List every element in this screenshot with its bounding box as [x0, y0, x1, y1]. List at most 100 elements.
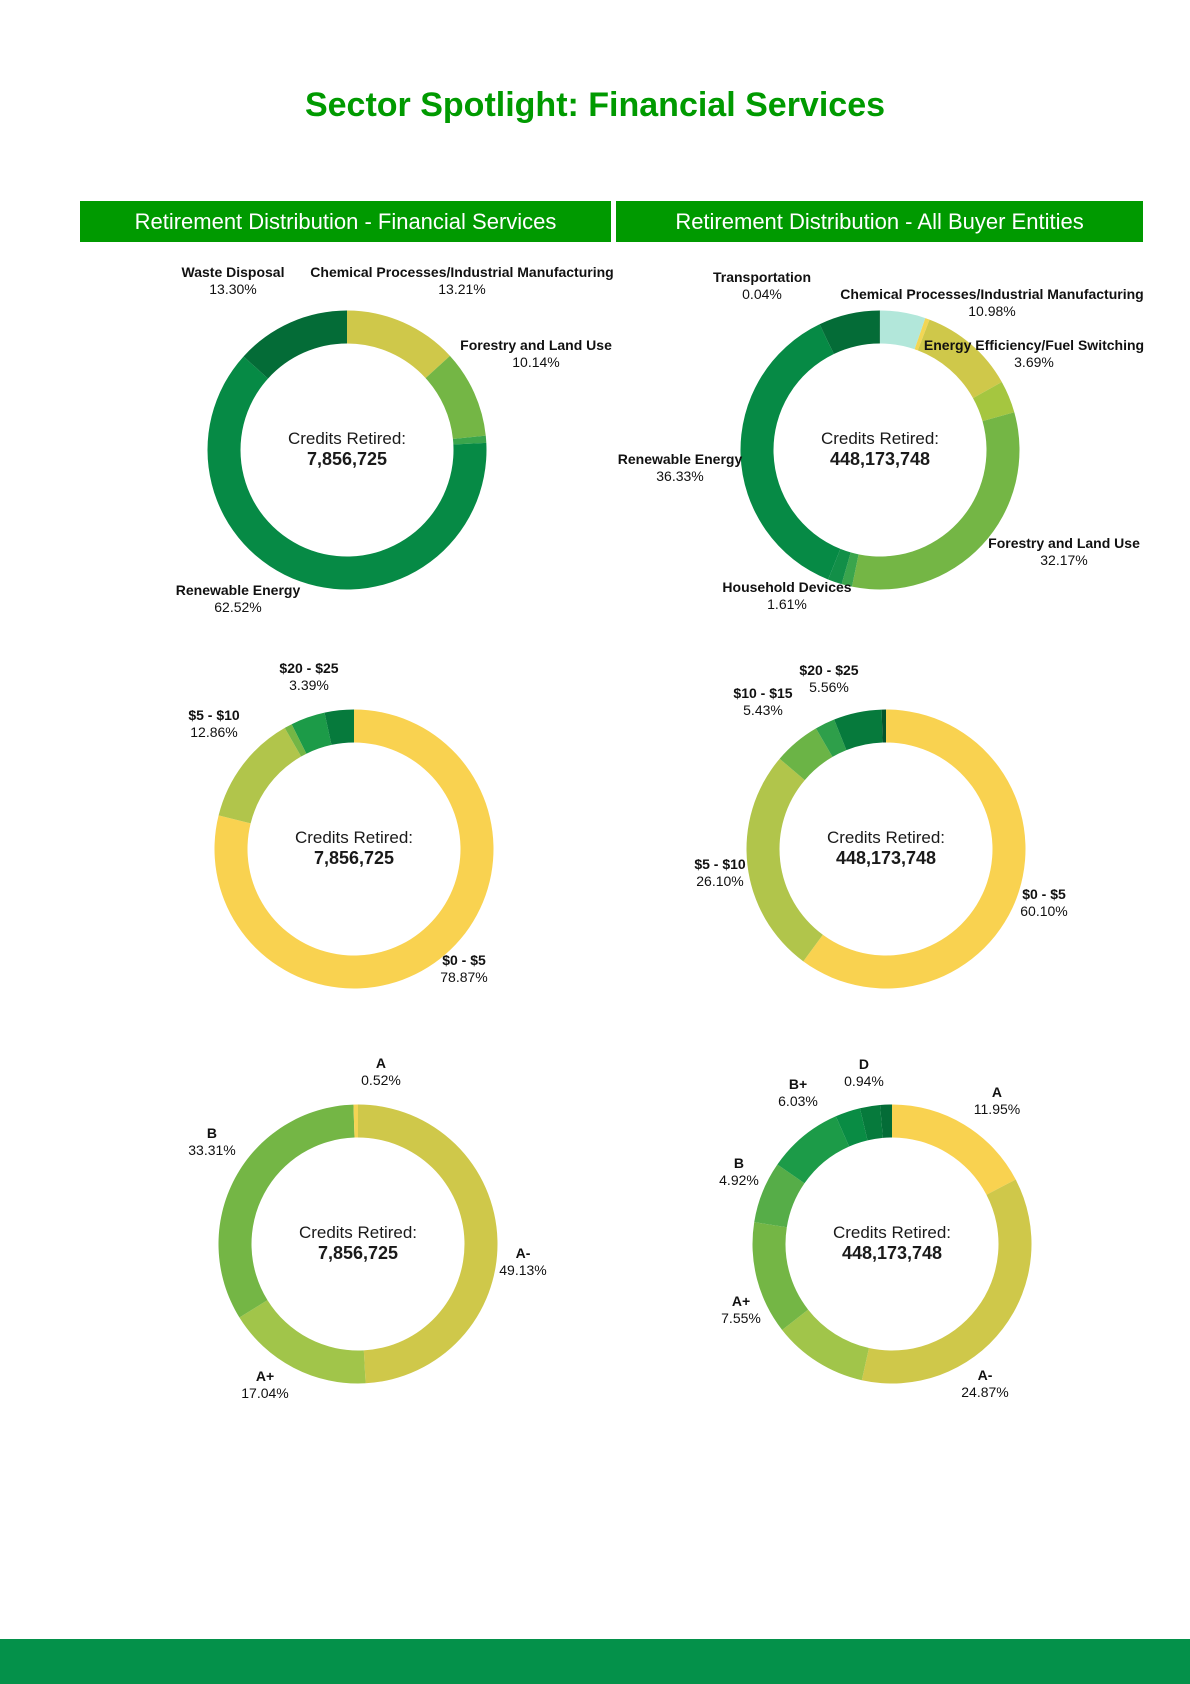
rating-all-slice-5: [777, 1116, 850, 1184]
rating-fin-center-title: Credits Retired:: [298, 1223, 418, 1242]
rating-all-label-1: A- 24.87%: [961, 1367, 1008, 1401]
sector-fin-center-label: Credits Retired: 7,856,725: [227, 428, 467, 470]
rating-all-slice-2: [782, 1309, 869, 1381]
rating-all-label-1-category: A-: [977, 1367, 993, 1383]
sector-all-label-7-category: Renewable Energy: [617, 451, 743, 467]
sector-all-slice-3: [972, 382, 1015, 422]
sector-all-label-3: Energy Efficiency/Fuel Switching 3.69%: [924, 337, 1144, 371]
sector-all-center-label: Credits Retired: 448,173,748: [760, 428, 1000, 470]
rating-fin-slice-2: [218, 1104, 355, 1318]
price-all-label-4-category: $20 - $25: [799, 662, 859, 678]
sector-fin-label-3-category: Renewable Energy: [175, 582, 301, 598]
sector-all-label-2-percent: 10.98%: [968, 303, 1016, 319]
rating-fin-label-2-percent: 33.31%: [188, 1142, 236, 1158]
rating-all-label-2-category: A+: [731, 1293, 751, 1309]
price-fin-label-0: $0 - $5 78.87%: [440, 952, 487, 986]
sector-fin-label-4-percent: 13.30%: [209, 281, 257, 297]
price-fin-center-value: 7,856,725: [313, 848, 395, 868]
rating-fin-label-0-percent: 49.13%: [499, 1262, 547, 1278]
sector-all-label-6-percent: 1.61%: [767, 596, 807, 612]
price-fin-label-0-percent: 78.87%: [440, 969, 488, 985]
sector-fin-slice-4: [243, 310, 347, 379]
sector-all-label-6: Household Devices 1.61%: [722, 579, 851, 613]
rating-all-label-8-category: D: [858, 1056, 870, 1072]
rating-fin-label-2-category: B: [206, 1125, 218, 1141]
price-fin-slice-1: [218, 727, 302, 824]
sector-fin-center-title: Credits Retired:: [287, 429, 407, 448]
price-fin-center-title: Credits Retired:: [294, 828, 414, 847]
rating-all-label-8-percent: 0.94%: [844, 1073, 884, 1089]
price-all-label-4: $20 - $25 5.56%: [799, 662, 858, 696]
rating-fin-label-3-percent: 0.52%: [361, 1072, 401, 1088]
rating-all-label-4: B 4.92%: [719, 1155, 759, 1189]
price-all-label-2-category: $10 - $15: [733, 685, 793, 701]
rating-fin-center-value: 7,856,725: [317, 1243, 399, 1263]
sector-all-center-title: Credits Retired:: [820, 429, 940, 448]
sector-all-label-4-category: Forestry and Land Use: [988, 535, 1140, 551]
header-financial-services: Retirement Distribution - Financial Serv…: [80, 201, 611, 242]
rating-all-slice-7: [859, 1105, 883, 1141]
price-all-center-title: Credits Retired:: [826, 828, 946, 847]
price-all-label-1-percent: 26.10%: [696, 873, 744, 889]
rating-fin-label-3-category: A: [375, 1055, 387, 1071]
rating-all-label-2-percent: 7.55%: [721, 1310, 761, 1326]
price-fin-slice-4: [324, 709, 354, 745]
price-all-slice-2: [779, 728, 833, 781]
rating-fin-label-0-category: A-: [515, 1245, 531, 1261]
sector-fin-label-4-category: Waste Disposal: [181, 264, 285, 280]
price-all-label-2-percent: 5.43%: [743, 702, 783, 718]
sector-all-label-3-category: Energy Efficiency/Fuel Switching: [923, 337, 1145, 353]
sector-fin-slice-0: [347, 310, 450, 379]
price-all-center-label: Credits Retired: 448,173,748: [766, 827, 1006, 869]
rating-all-slice-0: [892, 1104, 1016, 1195]
rating-all-label-5: B+ 6.03%: [778, 1076, 818, 1110]
price-fin-center-label: Credits Retired: 7,856,725: [234, 827, 474, 869]
rating-all-label-4-percent: 4.92%: [719, 1172, 759, 1188]
sector-all-label-6-category: Household Devices: [722, 579, 852, 595]
rating-all-label-8: D 0.94%: [844, 1056, 884, 1090]
sector-all-label-2-category: Chemical Processes/Industrial Manufactur…: [840, 286, 1144, 302]
sector-fin-label-3: Renewable Energy 62.52%: [176, 582, 301, 616]
rating-all-label-0-percent: 11.95%: [973, 1101, 1021, 1117]
sector-all-label-7-percent: 36.33%: [656, 468, 704, 484]
rating-all-label-5-category: B+: [788, 1076, 808, 1092]
rating-all-slice-8: [880, 1104, 892, 1138]
price-all-label-0: $0 - $5 60.10%: [1020, 886, 1067, 920]
price-fin-slice-3: [291, 712, 332, 754]
rating-fin-label-3: A 0.52%: [361, 1055, 401, 1089]
page-title: Sector Spotlight: Financial Services: [304, 86, 886, 124]
rating-all-label-5-percent: 6.03%: [778, 1093, 818, 1109]
rating-all-slice-4: [754, 1164, 805, 1228]
rating-fin-label-1: A+ 17.04%: [241, 1368, 288, 1402]
rating-all-center-value: 448,173,748: [841, 1243, 943, 1263]
price-all-label-1-category: $5 - $10: [694, 856, 746, 872]
price-all-slice-5: [881, 709, 886, 743]
sector-fin-label-0: Chemical Processes/Industrial Manufactur…: [310, 264, 613, 298]
price-fin-label-1-category: $5 - $10: [188, 707, 240, 723]
rating-all-label-2: A+ 7.55%: [721, 1293, 761, 1327]
rating-fin-label-1-category: A+: [255, 1368, 275, 1384]
sector-all-label-2: Chemical Processes/Industrial Manufactur…: [840, 286, 1143, 320]
price-fin-label-1: $5 - $10 12.86%: [188, 707, 239, 741]
price-fin-label-1-percent: 12.86%: [190, 724, 238, 740]
sector-all-label-9-percent: 0.04%: [742, 286, 782, 302]
sector-all-label-3-percent: 3.69%: [1014, 354, 1054, 370]
price-all-label-4-percent: 5.56%: [809, 679, 849, 695]
rating-all-label-1-percent: 24.87%: [961, 1384, 1009, 1400]
sector-fin-slice-3: [207, 356, 487, 590]
price-fin-label-4-category: $20 - $25: [279, 660, 339, 676]
price-all-label-1: $5 - $10 26.10%: [694, 856, 745, 890]
rating-all-label-4-category: B: [733, 1155, 745, 1171]
sector-fin-label-0-category: Chemical Processes/Industrial Manufactur…: [310, 264, 614, 280]
price-fin-label-0-category: $0 - $5: [442, 952, 486, 968]
rating-fin-label-0: A- 49.13%: [499, 1245, 546, 1279]
price-all-label-2: $10 - $15 5.43%: [733, 685, 792, 719]
rating-fin-label-1-percent: 17.04%: [241, 1385, 289, 1401]
sector-all-label-4-percent: 32.17%: [1040, 552, 1088, 568]
rating-all-center-label: Credits Retired: 448,173,748: [772, 1222, 1012, 1264]
sector-all-label-4: Forestry and Land Use 32.17%: [988, 535, 1140, 569]
rating-all-label-0-category: A: [991, 1084, 1003, 1100]
sector-all-label-9-category: Transportation: [712, 269, 812, 285]
sector-all-center-value: 448,173,748: [829, 449, 931, 469]
sector-fin-center-value: 7,856,725: [306, 449, 388, 469]
